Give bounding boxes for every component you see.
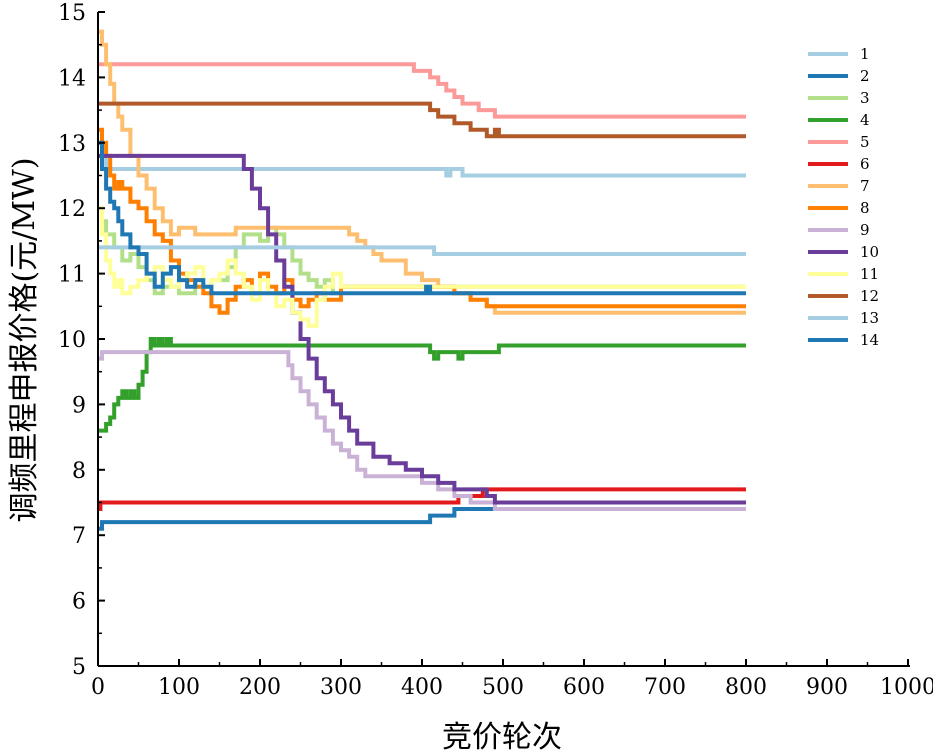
series-line-6 xyxy=(98,487,746,511)
x-tick-label: 700 xyxy=(644,675,686,700)
series-line-3 xyxy=(98,206,746,296)
series-line-10 xyxy=(98,153,746,505)
x-tick-label: 900 xyxy=(806,675,848,700)
series-line-4 xyxy=(98,337,746,433)
legend-label-5: 5 xyxy=(860,133,870,151)
x-tick-label: 1000 xyxy=(880,675,933,700)
y-tick-label: 6 xyxy=(72,590,86,615)
x-tick-label: 0 xyxy=(91,675,105,700)
y-tick-label: 7 xyxy=(72,524,86,549)
x-tick-label: 200 xyxy=(239,675,281,700)
x-tick-label: 800 xyxy=(725,675,767,700)
series-line-12 xyxy=(98,101,746,139)
series-line-7 xyxy=(98,29,746,315)
x-tick-label: 100 xyxy=(158,675,200,700)
legend-label-12: 12 xyxy=(860,287,879,305)
axes xyxy=(97,12,910,667)
series-line-5 xyxy=(98,62,746,119)
legend-label-2: 2 xyxy=(860,67,870,85)
legend-label-4: 4 xyxy=(860,111,870,129)
x-tick-label: 500 xyxy=(482,675,524,700)
legend-label-10: 10 xyxy=(860,243,879,261)
legend-label-8: 8 xyxy=(860,199,870,217)
y-tick-label: 11 xyxy=(58,263,86,288)
y-tick-label: 13 xyxy=(58,132,86,157)
legend-label-9: 9 xyxy=(860,221,870,239)
legend-label-11: 11 xyxy=(860,265,879,283)
series-line-13 xyxy=(98,245,746,256)
y-tick-label: 8 xyxy=(72,459,86,484)
series-line-11 xyxy=(98,206,746,328)
legend-label-1: 1 xyxy=(860,45,870,63)
legend-label-14: 14 xyxy=(860,331,879,349)
y-axis-title: 调频里程申报价格(元/MW) xyxy=(7,157,42,522)
ticks: 0 100 200 300 400 500 600 700 800 900 1000 5 6 7 8 9 10 1… xyxy=(58,1,933,700)
series-line-1 xyxy=(98,140,746,178)
y-tick-label: 14 xyxy=(58,66,86,91)
y-tick-label: 12 xyxy=(58,197,86,222)
series-line-2 xyxy=(98,507,746,531)
x-tick-label: 600 xyxy=(563,675,605,700)
x-axis-title: 竞价轮次 xyxy=(442,720,562,752)
x-tick-label: 400 xyxy=(401,675,443,700)
y-tick-label: 15 xyxy=(58,1,86,26)
legend-label-3: 3 xyxy=(860,89,870,107)
series-line-9 xyxy=(98,350,746,511)
y-tick-label: 10 xyxy=(58,328,86,353)
legend-label-6: 6 xyxy=(860,155,870,173)
y-tick-label: 5 xyxy=(72,655,86,680)
series-line-14 xyxy=(98,140,746,296)
legend-label-13: 13 xyxy=(860,309,879,327)
legend-label-7: 7 xyxy=(860,177,870,195)
y-tick-label: 9 xyxy=(72,393,86,418)
plot-lines xyxy=(98,29,746,531)
x-tick-label: 300 xyxy=(320,675,362,700)
